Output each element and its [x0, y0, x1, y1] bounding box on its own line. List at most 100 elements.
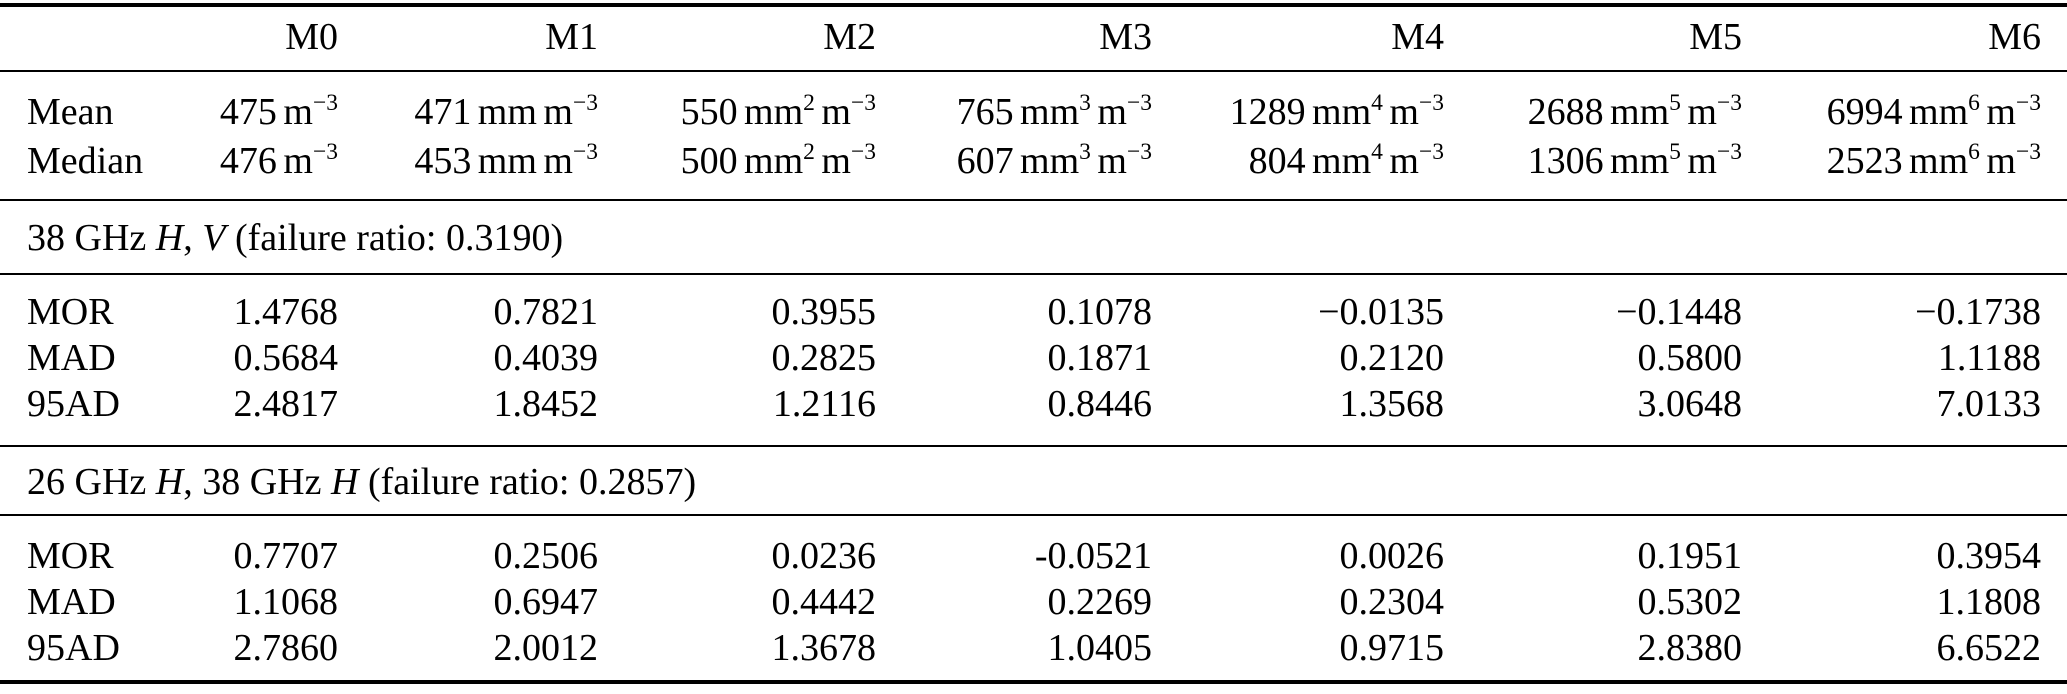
value-number: 804: [1248, 140, 1306, 182]
value-cell: 607 mm3 m−3: [876, 139, 1152, 183]
median-row: Median 476 m−3 453 mm m−3 500 mm2 m−3 607 mm3 m−3 80…: [0, 137, 2041, 185]
value-unit: mm5: [1610, 90, 1681, 133]
value-cell: 2.7860: [233, 627, 339, 669]
section-title-text: 38 GHz: [27, 217, 156, 259]
value-cell: 0.3955: [771, 291, 877, 333]
value-cell: 1.4768: [233, 291, 339, 333]
value-cell: 2688 mm5 m−3: [1444, 90, 1742, 134]
value-unit: m−3: [1687, 90, 1742, 133]
unit-exponent: 6: [1968, 90, 1980, 117]
value-cell: 6994 mm6 m−3: [1742, 90, 2041, 134]
value-cell: 0.0236: [771, 535, 877, 577]
unit-exponent: −3: [2015, 139, 2041, 166]
value-unit: mm4: [1312, 90, 1383, 133]
value-cell: 2.0012: [493, 627, 599, 669]
value-cell: -0.0521: [1034, 535, 1152, 577]
value-cell: 0.2304: [1339, 581, 1445, 623]
value-cell: 1.2116: [772, 383, 876, 425]
value-number: 6994: [1826, 91, 1903, 133]
row-label-cell: 95AD: [27, 383, 120, 425]
section-1-95ad-row: 95AD 2.4817 1.8452 1.2116 0.8446 1.3568 3.0648…: [0, 380, 2041, 428]
value-cell: 7.0133: [1936, 383, 2042, 425]
value-number: 476: [219, 140, 277, 182]
value-unit: m−3: [1687, 139, 1742, 182]
unit-exponent: 2: [803, 139, 815, 166]
section-title-text: ,: [183, 217, 203, 259]
unit-exponent: −3: [1418, 90, 1444, 117]
value-cell: 0.8446: [1047, 383, 1153, 425]
value-unit: m−3: [1986, 139, 2041, 182]
value-cell: 0.7707: [233, 535, 339, 577]
value-unit: mm6: [1909, 90, 1980, 133]
section-title: 38 GHz H, V (failure ratio: 0.3190): [0, 214, 2041, 262]
unit-exponent: −3: [1126, 139, 1152, 166]
column-header-cell: M2: [823, 16, 876, 58]
value-cell: 1.0405: [1047, 627, 1153, 669]
unit-exponent: −3: [572, 139, 598, 166]
value-cell: −0.0135: [1318, 291, 1444, 333]
row-label-cell: MAD: [27, 581, 116, 623]
row-label-cell: MAD: [27, 337, 116, 379]
top-rule: [0, 3, 2067, 7]
value-unit: m−3: [1389, 90, 1444, 133]
value-cell: 1289 mm4 m−3: [1152, 90, 1444, 134]
value-unit: mm2: [744, 90, 815, 133]
value-number: 500: [680, 140, 738, 182]
unit-exponent: 3: [1079, 90, 1091, 117]
value-cell: 1.1068: [233, 581, 339, 623]
value-cell: 2.4817: [233, 383, 339, 425]
value-unit: m−3: [543, 90, 598, 133]
row-label-cell: Mean: [27, 91, 114, 133]
value-unit: m−3: [283, 90, 338, 133]
value-number: 2688: [1527, 91, 1604, 133]
section-title-variable: H: [155, 217, 184, 259]
value-cell: 804 mm4 m−3: [1152, 139, 1444, 183]
value-cell: 1.8452: [493, 383, 599, 425]
value-cell: 3.0648: [1637, 383, 1743, 425]
section-title-text: (failure ratio: 0.2857): [358, 461, 697, 503]
value-unit: m−3: [1097, 139, 1152, 182]
row-label-cell: MOR: [27, 535, 114, 577]
value-number: 607: [956, 140, 1014, 182]
value-number: 453: [414, 140, 472, 182]
value-unit: mm: [477, 140, 537, 182]
bottom-rule: [0, 680, 2067, 684]
section-title-variable: V: [202, 217, 226, 259]
value-cell: 0.2506: [493, 535, 599, 577]
value-cell: 2523 mm6 m−3: [1742, 139, 2041, 183]
unit-exponent: −3: [2015, 90, 2041, 117]
value-number: 765: [956, 91, 1014, 133]
section-2-mad-row: MAD 1.1068 0.6947 0.4442 0.2269 0.2304 0.5302 1…: [0, 578, 2041, 626]
value-cell: 0.3954: [1936, 535, 2042, 577]
value-unit: mm4: [1312, 139, 1383, 182]
value-unit: mm3: [1020, 90, 1091, 133]
value-unit: m−3: [821, 139, 876, 182]
value-cell: 1.1188: [1937, 337, 2041, 379]
value-cell: 500 mm2 m−3: [598, 139, 876, 183]
unit-exponent: −3: [1716, 139, 1742, 166]
value-cell: 6.6522: [1936, 627, 2042, 669]
value-cell: −0.1738: [1915, 291, 2041, 333]
value-unit: mm: [477, 91, 537, 133]
value-cell: 550 mm2 m−3: [598, 90, 876, 134]
value-unit: m−3: [1986, 90, 2041, 133]
value-cell: 0.6947: [493, 581, 599, 623]
unit-exponent: −3: [1716, 90, 1742, 117]
unit-exponent: −3: [1418, 139, 1444, 166]
column-header-cell: M0: [285, 16, 338, 58]
section-title-variable: H: [155, 461, 184, 503]
value-number: 475: [219, 91, 277, 133]
column-header-cell: M4: [1391, 16, 1444, 58]
section2-top-rule: [0, 445, 2067, 447]
unit-exponent: −3: [850, 90, 876, 117]
column-header-cell: M3: [1099, 16, 1152, 58]
section-2-mor-row: MOR 0.7707 0.2506 0.0236 -0.0521 0.0026 0.1951…: [0, 532, 2041, 580]
value-unit: m−3: [821, 90, 876, 133]
value-cell: 1.1808: [1936, 581, 2042, 623]
value-number: 1289: [1229, 91, 1306, 133]
value-cell: 0.1951: [1637, 535, 1743, 577]
section-1-mad-row: MAD 0.5684 0.4039 0.2825 0.1871 0.2120 0.5800 1…: [0, 334, 2041, 382]
value-cell: 0.2120: [1339, 337, 1445, 379]
unit-exponent: −3: [850, 139, 876, 166]
section-title-text: 26 GHz: [27, 461, 156, 503]
